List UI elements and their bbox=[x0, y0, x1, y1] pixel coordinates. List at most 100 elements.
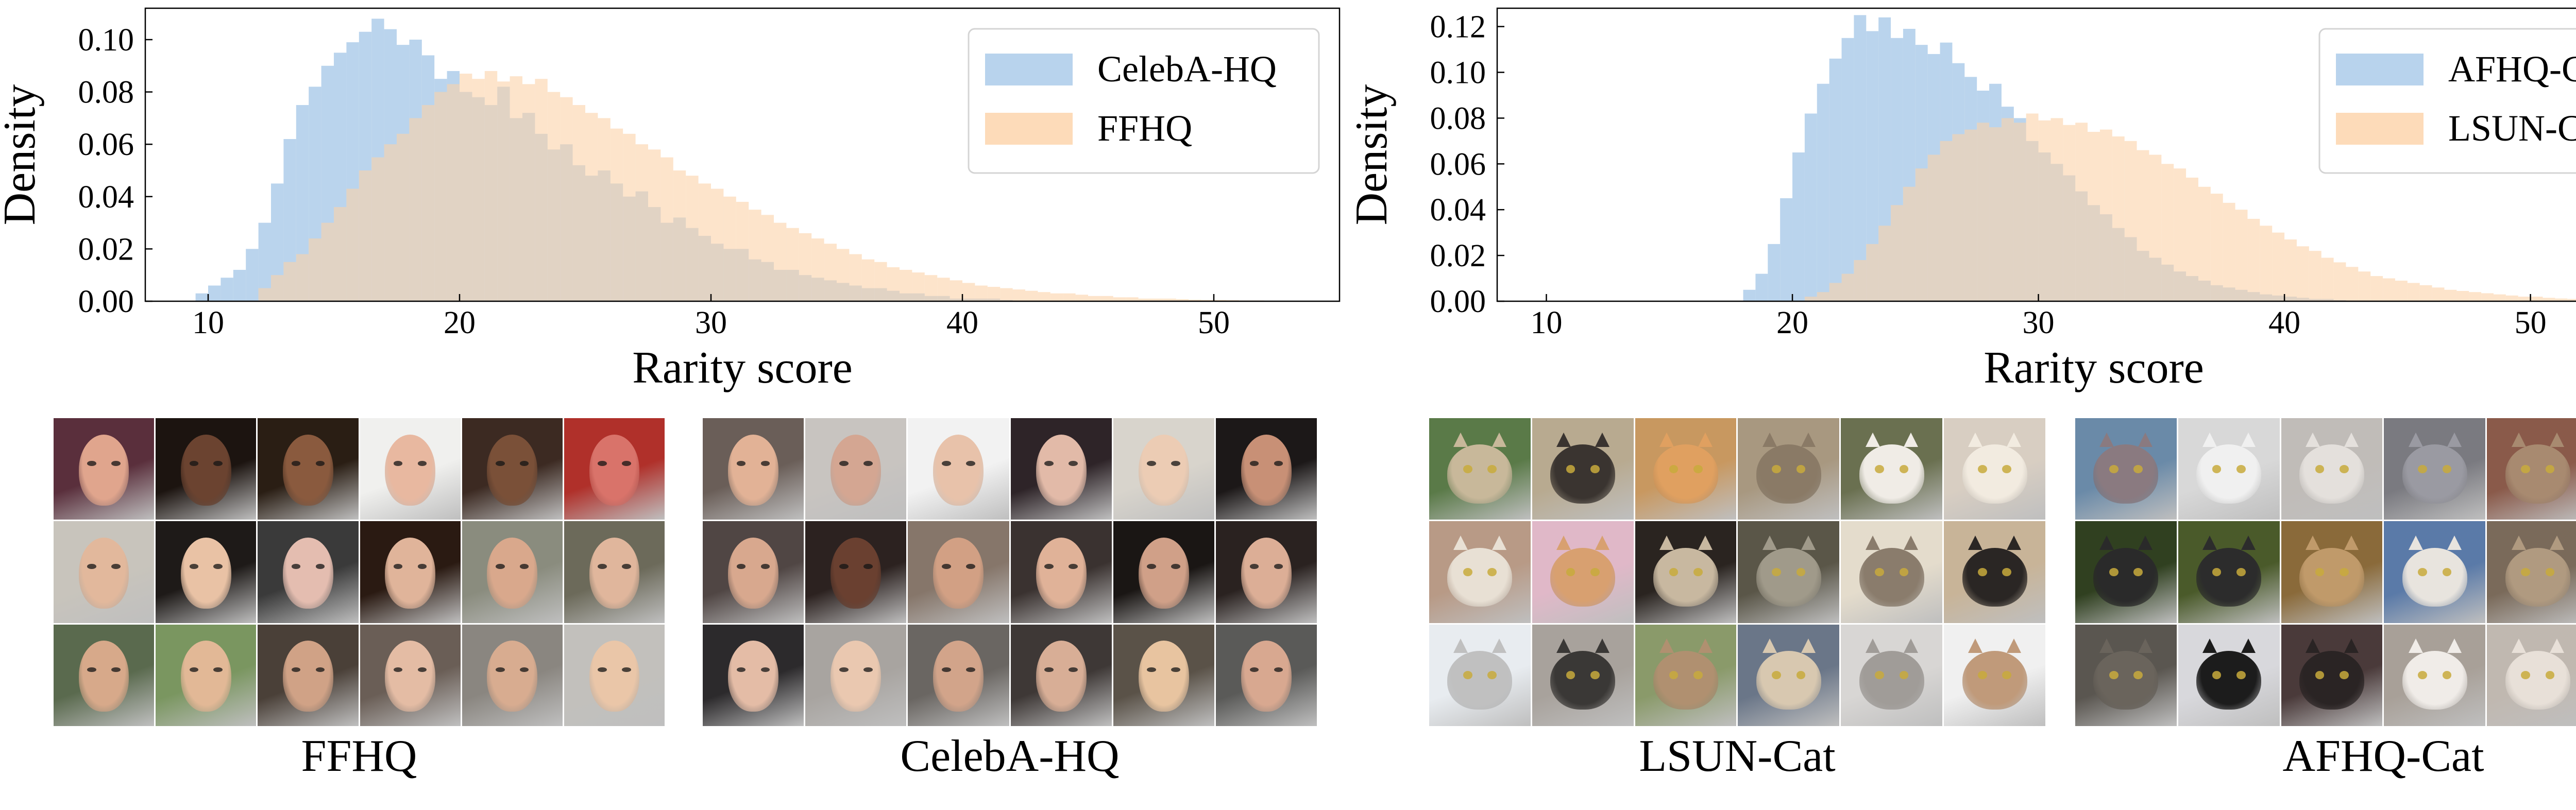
eye-shape bbox=[2236, 568, 2246, 576]
cat-ear-shape bbox=[1698, 432, 1713, 447]
legend-swatch bbox=[2336, 54, 2424, 85]
histogram-bar bbox=[2210, 194, 2223, 301]
eye-shape bbox=[2442, 464, 2452, 473]
x-tick-label: 40 bbox=[2268, 305, 2300, 340]
eye-shape bbox=[291, 667, 301, 673]
histogram-bar bbox=[1151, 298, 1164, 301]
eye-shape bbox=[1875, 568, 1884, 576]
histogram-bar bbox=[2518, 297, 2531, 301]
face-shape bbox=[589, 434, 640, 506]
face-photo-thumbnail bbox=[1215, 624, 1317, 726]
face-photo-thumbnail bbox=[564, 624, 665, 726]
histogram-bar bbox=[1940, 141, 1953, 301]
cat-head-shape bbox=[1447, 650, 1513, 710]
cat-ear-shape bbox=[2447, 535, 2462, 550]
eye-shape bbox=[1069, 460, 1078, 466]
eye-shape bbox=[1069, 564, 1078, 570]
eye-shape bbox=[2521, 568, 2530, 576]
histogram-bar bbox=[271, 275, 284, 301]
eye-shape bbox=[2545, 671, 2555, 680]
eye-shape bbox=[1487, 671, 1497, 680]
eye-shape bbox=[760, 460, 770, 466]
histogram-bar bbox=[1189, 299, 1201, 301]
cat-ear-shape bbox=[1762, 432, 1777, 447]
histogram-bar bbox=[1841, 38, 1854, 301]
cat-photo-thumbnail bbox=[2281, 624, 2383, 726]
cat-head-shape bbox=[2196, 650, 2262, 710]
eye-shape bbox=[1274, 564, 1283, 570]
eye-shape bbox=[87, 667, 96, 673]
histogram-bar bbox=[660, 157, 673, 301]
cat-ear-shape bbox=[1801, 639, 1816, 653]
histogram-bar bbox=[799, 233, 812, 301]
cat-ear-shape bbox=[1865, 639, 1880, 653]
cat-ear-shape bbox=[2202, 535, 2217, 550]
eye-shape bbox=[942, 564, 951, 570]
histogram-bar bbox=[1878, 226, 1891, 301]
cat-head-shape bbox=[2505, 444, 2570, 504]
legend: CelebA-HQ FFHQ bbox=[968, 28, 1320, 174]
histogram-bar bbox=[1063, 293, 1076, 301]
histogram-bar bbox=[2149, 154, 2162, 301]
eye-shape bbox=[291, 564, 301, 570]
histogram-bar bbox=[2493, 294, 2506, 301]
series-ffhq bbox=[258, 71, 1315, 302]
eye-shape bbox=[1590, 671, 1600, 680]
eye-shape bbox=[111, 667, 121, 673]
x-axis-label: Rarity score bbox=[632, 343, 853, 393]
face-shape bbox=[1138, 537, 1189, 609]
eye-shape bbox=[1171, 460, 1181, 466]
histogram-bar bbox=[861, 259, 875, 301]
eye-shape bbox=[760, 667, 770, 673]
eye-shape bbox=[2418, 568, 2428, 576]
histogram-bar bbox=[1891, 205, 1903, 301]
face-shape bbox=[283, 537, 333, 609]
sample-grid-celebahq bbox=[703, 418, 1317, 726]
cat-head-shape bbox=[1859, 650, 1924, 710]
cat-photo-thumbnail bbox=[1429, 521, 1531, 623]
face-shape bbox=[728, 537, 779, 609]
histogram-bar bbox=[723, 196, 736, 301]
cat-ear-shape bbox=[2447, 432, 2462, 447]
face-photo-thumbnail bbox=[54, 521, 155, 623]
face-photo-thumbnail bbox=[156, 521, 257, 623]
cat-ear-shape bbox=[1659, 432, 1674, 447]
face-shape bbox=[1036, 641, 1087, 712]
histogram-bar bbox=[2358, 271, 2371, 301]
eye-shape bbox=[87, 564, 96, 570]
cat-photo-thumbnail bbox=[1944, 624, 2045, 726]
eye-shape bbox=[2442, 671, 2452, 680]
histogram-bar bbox=[2309, 251, 2321, 301]
cat-photo-thumbnail bbox=[2281, 521, 2383, 623]
cat-head-shape bbox=[2402, 547, 2467, 607]
y-tick-label: 0.02 bbox=[78, 232, 134, 267]
face-shape bbox=[180, 641, 231, 712]
eye-shape bbox=[598, 564, 607, 570]
histogram-bar bbox=[258, 288, 271, 301]
cat-ear-shape bbox=[2408, 639, 2423, 653]
histogram-bar bbox=[221, 278, 233, 301]
cat-head-shape bbox=[1653, 650, 1719, 710]
face-photo-thumbnail bbox=[564, 521, 665, 623]
cat-head-shape bbox=[2093, 444, 2159, 504]
histogram-bar bbox=[547, 92, 561, 302]
y-tick-label: 0.02 bbox=[1430, 238, 1486, 273]
cat-ear-shape bbox=[2138, 535, 2153, 550]
histogram-bar bbox=[1126, 297, 1139, 301]
histogram-bar bbox=[2112, 136, 2125, 301]
histogram-bar bbox=[1075, 295, 1088, 301]
eye-shape bbox=[1590, 464, 1600, 473]
eye-shape bbox=[839, 460, 849, 466]
histogram-bar bbox=[434, 92, 447, 302]
eye-shape bbox=[1274, 667, 1283, 673]
histogram-bar bbox=[283, 262, 296, 301]
cat-photo-thumbnail bbox=[1532, 624, 1634, 726]
eye-shape bbox=[393, 667, 403, 673]
eye-shape bbox=[1899, 464, 1909, 473]
histogram-bar bbox=[296, 254, 309, 301]
cat-ear-shape bbox=[1865, 432, 1880, 447]
histogram-bar bbox=[1854, 260, 1867, 301]
cat-ear-shape bbox=[1865, 535, 1880, 550]
histogram-bar bbox=[987, 287, 1001, 301]
cat-ear-shape bbox=[1595, 535, 1609, 550]
